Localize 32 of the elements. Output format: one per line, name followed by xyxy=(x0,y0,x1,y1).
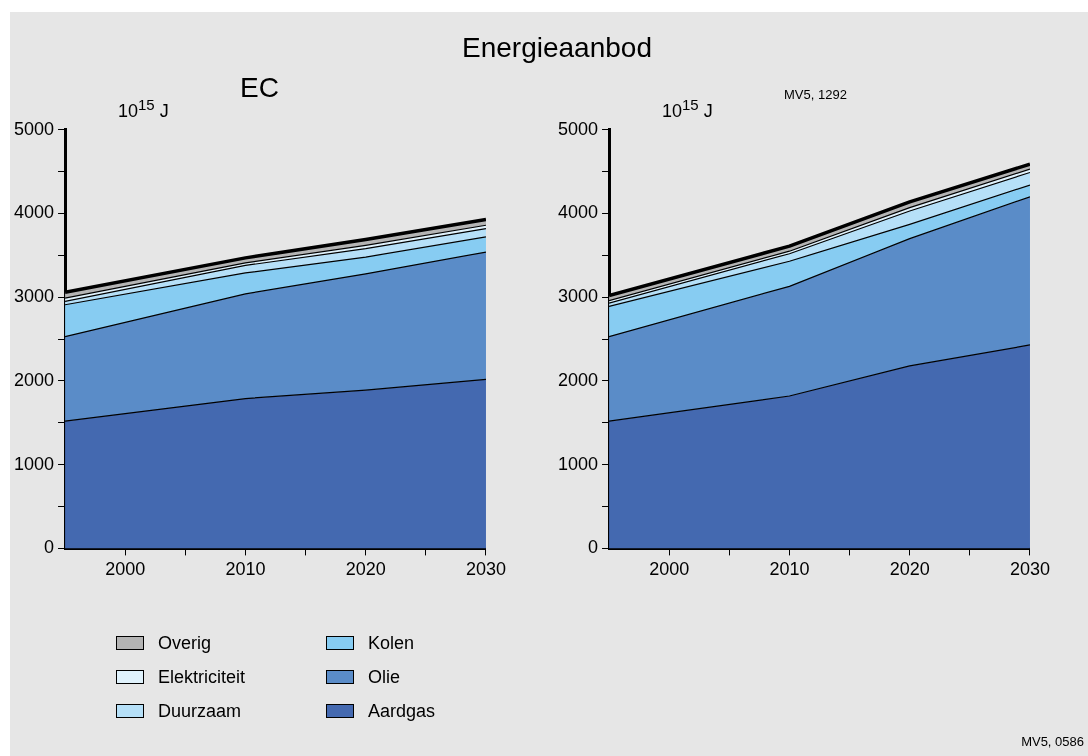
x-tick-label: 2030 xyxy=(465,559,506,580)
y-tick-label: 5000 xyxy=(14,118,55,139)
y-tick-label: 4000 xyxy=(558,202,599,223)
legend-label: Elektriciteit xyxy=(158,666,246,688)
y-axis-title: 10$^{15}$ J xyxy=(118,96,169,122)
y-tick-label: 4000 xyxy=(14,202,55,223)
y-tick-label: 1000 xyxy=(558,453,599,474)
y-tick-label: 3000 xyxy=(14,286,55,307)
y-axis-title: 10$^{15}$ J xyxy=(662,96,713,122)
x-tick-label: 2000 xyxy=(649,559,690,580)
legend-label: Overig xyxy=(158,632,212,654)
y-tick-label: 2000 xyxy=(14,369,55,390)
legend-label: Kolen xyxy=(368,632,415,654)
x-tick-label: 2030 xyxy=(1009,559,1050,580)
chart-subtitle: EC xyxy=(240,72,279,104)
legend-label: Aardgas xyxy=(368,700,436,722)
x-tick-label: 2010 xyxy=(225,559,266,580)
y-tick-label: 2000 xyxy=(558,369,599,390)
x-tick-label: 2000 xyxy=(105,559,146,580)
legend-label: Olie xyxy=(368,666,401,688)
y-tick-label: 3000 xyxy=(558,286,599,307)
y-tick-label: 1000 xyxy=(14,453,55,474)
text: Energieaanbod xyxy=(461,32,653,64)
y-tick-label: 0 xyxy=(588,537,599,558)
x-tick-label: 2010 xyxy=(769,559,810,580)
y-tick-label: 5000 xyxy=(558,118,599,139)
y-tick-label: 0 xyxy=(44,537,55,558)
legend-label: Duurzaam xyxy=(158,700,242,722)
text: MV5, 1292 xyxy=(784,87,847,102)
x-tick-label: 2020 xyxy=(889,559,930,580)
x-tick-label: 2020 xyxy=(345,559,386,580)
text: MV5, 0586 xyxy=(1021,734,1084,749)
